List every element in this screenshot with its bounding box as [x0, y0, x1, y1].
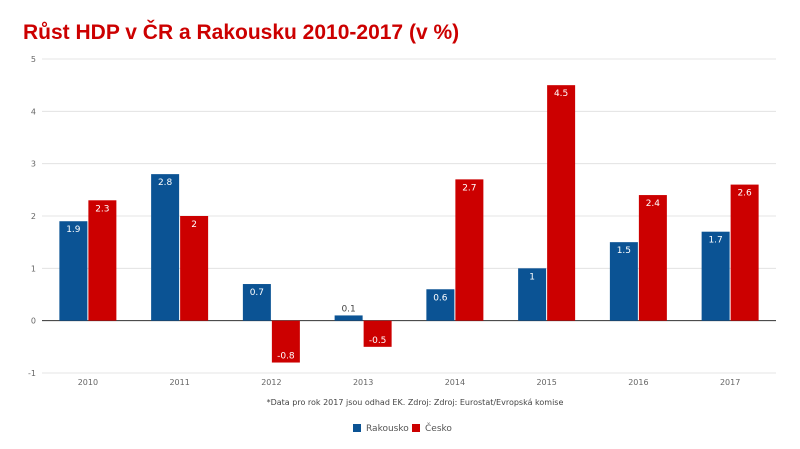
x-tick-label: 2016 — [628, 378, 648, 387]
data-label: -0.5 — [369, 336, 387, 346]
footnote: *Data pro rok 2017 jsou odhad EK. Zdroj:… — [267, 398, 564, 407]
data-label: 2.7 — [462, 183, 476, 193]
data-label: 2.4 — [646, 199, 661, 209]
bar-rakousko-2010 — [59, 221, 88, 321]
legend-label: Česko — [425, 422, 452, 434]
bar-rakousko-2017 — [701, 231, 730, 321]
data-label: 1.7 — [708, 236, 722, 246]
bar-rakousko-2012 — [242, 284, 271, 321]
bar-rakousko-2011 — [151, 174, 180, 321]
chart-title: Růst HDP v ČR a Rakousku 2010-2017 (v %) — [23, 20, 459, 44]
data-label: 1 — [529, 272, 535, 282]
bar-rakousko-2015 — [518, 268, 547, 321]
y-tick-label: -1 — [28, 369, 36, 378]
bar-rakousko-2013 — [334, 315, 363, 321]
bar-rakousko-2016 — [609, 242, 638, 321]
x-tick-label: 2011 — [169, 378, 189, 387]
data-label: 0.7 — [250, 288, 264, 298]
data-label: 1.9 — [66, 225, 81, 235]
x-axis-ticks: 2010 2011 2012 2013 2014 2015 2016 2017 — [78, 378, 741, 387]
data-label: 1.5 — [617, 246, 631, 256]
bar-česko-2010 — [88, 200, 117, 321]
bar-česko-2012 — [271, 320, 300, 363]
data-label: 2 — [191, 220, 197, 230]
x-tick-label: 2010 — [78, 378, 98, 387]
x-tick-label: 2012 — [261, 378, 281, 387]
y-tick-label: 4 — [31, 107, 36, 116]
bars: 1.9 2.3 2.8 2 0.7 -0.8 0.1 -0.5 0.6 2.7 1 4.5 1.5 2.4… — [59, 85, 759, 363]
x-tick-label: 2017 — [720, 378, 740, 387]
bar-česko-2015 — [547, 85, 576, 321]
x-tick-label: 2013 — [353, 378, 373, 387]
bar-česko-2016 — [638, 195, 667, 321]
legend-label: Rakousko — [366, 424, 409, 434]
y-tick-label: 2 — [31, 212, 36, 221]
legend: Rakousko Česko — [353, 422, 452, 434]
data-label: 2.8 — [158, 178, 173, 188]
y-tick-label: 5 — [31, 55, 36, 64]
data-label: 0.6 — [433, 293, 448, 303]
bar-česko-2017 — [730, 184, 759, 321]
y-tick-label: 1 — [31, 264, 36, 273]
data-label: 0.1 — [341, 304, 355, 314]
bar-česko-2014 — [455, 179, 484, 321]
x-tick-label: 2015 — [536, 378, 556, 387]
data-label: 2.3 — [95, 204, 109, 214]
bar-česko-2011 — [180, 216, 209, 321]
y-tick-label: 0 — [31, 317, 36, 326]
legend-swatch-rakousko — [353, 424, 361, 432]
data-label: -0.8 — [277, 352, 295, 362]
legend-swatch-česko — [412, 424, 420, 432]
bar-rakousko-2014 — [426, 289, 455, 321]
data-label: 4.5 — [554, 89, 568, 99]
y-tick-label: 3 — [31, 160, 36, 169]
data-label: 2.6 — [737, 189, 752, 199]
x-tick-label: 2014 — [445, 378, 465, 387]
bar-česko-2013 — [363, 320, 392, 347]
